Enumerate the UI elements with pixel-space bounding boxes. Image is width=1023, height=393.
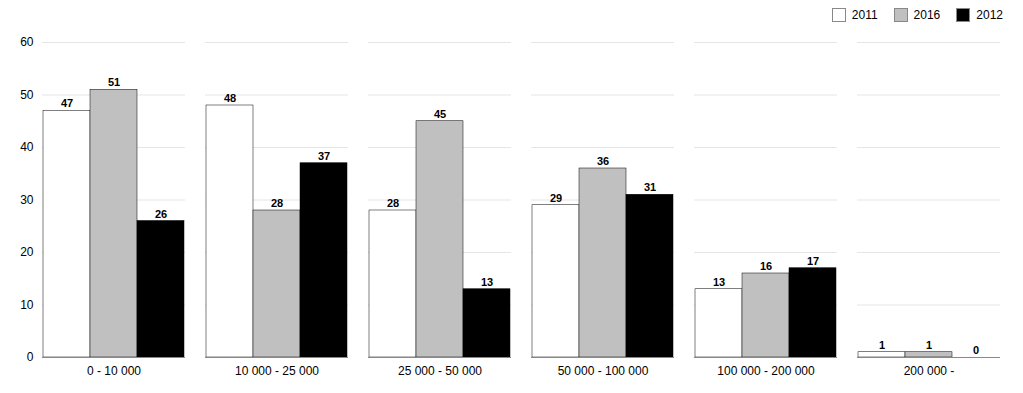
- svg-text:0: 0: [973, 344, 979, 356]
- svg-text:48: 48: [224, 92, 236, 104]
- svg-text:0 - 10 000: 0 - 10 000: [87, 364, 141, 378]
- svg-text:30: 30: [20, 193, 34, 207]
- svg-text:10 000 - 25 000: 10 000 - 25 000: [235, 364, 319, 378]
- svg-text:60: 60: [20, 35, 34, 49]
- svg-text:200 000 -: 200 000 -: [904, 364, 955, 378]
- svg-text:50 000 - 100 000: 50 000 - 100 000: [558, 364, 649, 378]
- html-text:2011: 2011: [851, 8, 878, 22]
- svg-text:1: 1: [926, 339, 932, 351]
- svg-text:37: 37: [318, 150, 330, 162]
- svg-text:25 000 - 50 000: 25 000 - 50 000: [398, 364, 482, 378]
- svg-text:100 000 - 200 000: 100 000 - 200 000: [717, 364, 815, 378]
- svg-text:26: 26: [155, 208, 167, 220]
- svg-text:51: 51: [108, 76, 120, 88]
- svg-text:40: 40: [20, 140, 34, 154]
- svg-text:36: 36: [597, 155, 609, 167]
- svg-text:31: 31: [644, 181, 656, 193]
- svg-text:10: 10: [20, 298, 34, 312]
- svg-text:0: 0: [27, 350, 34, 364]
- svg-text:47: 47: [61, 97, 73, 109]
- svg-text:17: 17: [807, 255, 819, 267]
- svg-text:13: 13: [713, 276, 725, 288]
- svg-text:20: 20: [20, 245, 34, 259]
- svg-text:1: 1: [879, 339, 885, 351]
- svg-text:13: 13: [481, 276, 493, 288]
- svg-text:28: 28: [387, 197, 399, 209]
- html-text:2016: 2016: [913, 8, 941, 22]
- svg-text:50: 50: [20, 88, 34, 102]
- svg-text:16: 16: [760, 260, 772, 272]
- svg-text:28: 28: [271, 197, 283, 209]
- svg-text:45: 45: [434, 108, 446, 120]
- html-text:2012: 2012: [976, 8, 1003, 22]
- svg-text:29: 29: [550, 192, 562, 204]
